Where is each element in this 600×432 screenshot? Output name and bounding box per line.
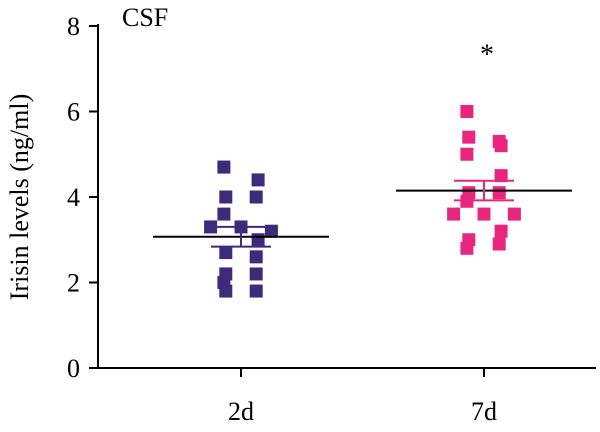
y-tick-label: 0 xyxy=(67,354,80,383)
data-point xyxy=(249,190,263,204)
significance-marker: * xyxy=(480,39,494,70)
data-point xyxy=(494,169,508,183)
y-tick-label: 6 xyxy=(67,98,80,127)
data-point xyxy=(264,224,278,238)
data-point xyxy=(251,173,265,187)
data-marks: * xyxy=(153,39,572,298)
data-point xyxy=(217,207,231,221)
data-point xyxy=(460,105,474,118)
data-point xyxy=(460,241,474,255)
data-point xyxy=(251,233,265,247)
data-point xyxy=(249,250,263,264)
x-tick-label: 2d xyxy=(228,397,254,426)
data-point xyxy=(249,284,263,298)
data-point xyxy=(217,160,231,174)
y-axis-label: Irisin levels (ng/ml) xyxy=(5,94,34,301)
x-tick-label: 7d xyxy=(471,397,497,426)
axes: 0 2 4 6 8 2d 7d xyxy=(67,12,596,426)
data-point xyxy=(249,267,263,281)
data-point xyxy=(204,220,218,234)
data-point xyxy=(492,186,506,200)
data-point xyxy=(507,207,521,221)
data-point xyxy=(219,190,233,204)
y-tick-label: 8 xyxy=(67,12,80,41)
data-point xyxy=(494,224,508,238)
data-point xyxy=(462,130,476,144)
data-point xyxy=(492,237,506,251)
data-point xyxy=(219,284,233,298)
y-tick-label: 2 xyxy=(67,269,80,298)
data-point xyxy=(447,207,461,221)
panel-label: CSF xyxy=(122,3,168,32)
data-point xyxy=(494,139,508,153)
y-tick-label: 4 xyxy=(67,183,80,212)
data-point xyxy=(460,147,474,161)
data-point xyxy=(477,207,491,221)
data-point xyxy=(219,246,233,260)
